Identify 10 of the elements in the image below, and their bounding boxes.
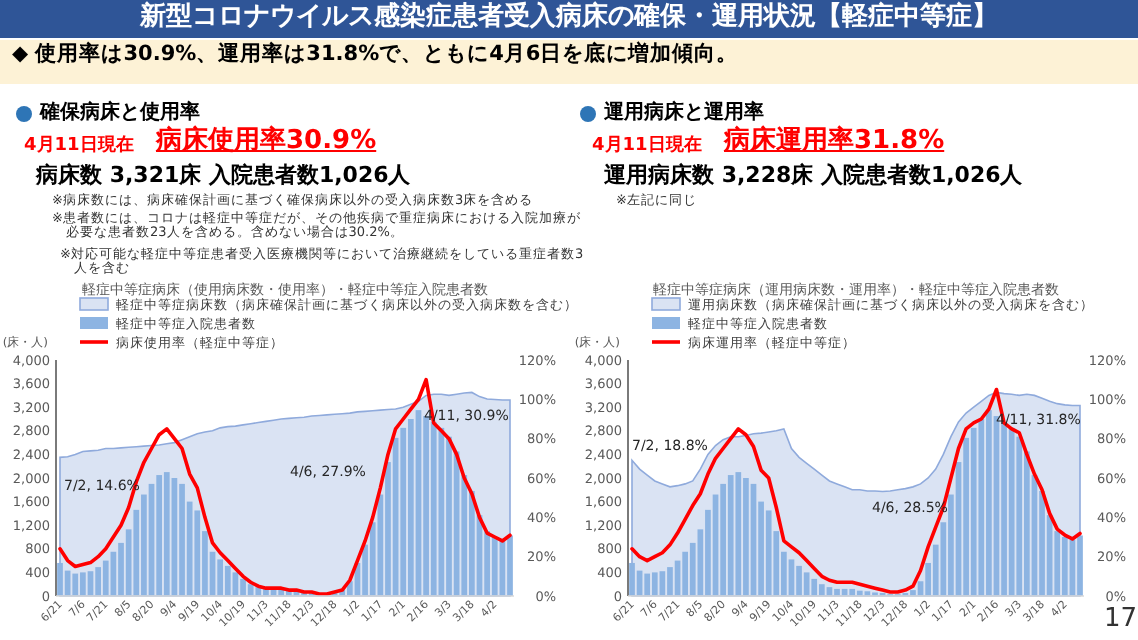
text: 病床使用率30.9% [156,126,377,158]
text: 運用病床数 3,228床 入院患者数1,026人 [604,162,1023,190]
text: 4月11日現在 [592,136,702,157]
text: 病床運用率31.8% [724,126,945,158]
text: 確保病床と使用率 [40,102,200,125]
text: 病床数 3,321床 入院患者数1,026人 [36,162,411,190]
text: ◆ 使用率は30.9%、運用率は31.8%で、ともに4月6日を底に増加傾向。 [10,42,741,67]
text: 4月11日現在 [24,136,134,157]
text: 17 [1104,604,1138,636]
text: 運用病床と運用率 [604,102,764,125]
